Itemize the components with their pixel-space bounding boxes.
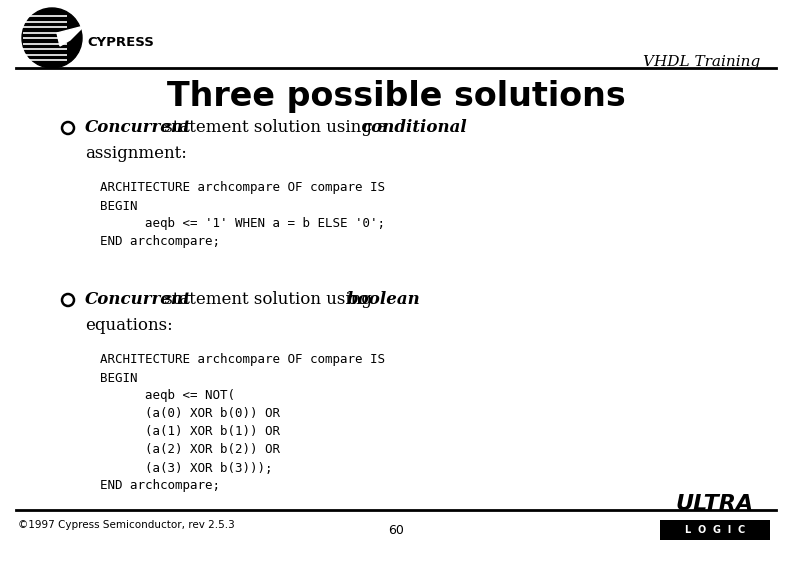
Text: (a(2) XOR b(2)) OR: (a(2) XOR b(2)) OR [100,443,280,456]
Text: ARCHITECTURE archcompare OF compare IS: ARCHITECTURE archcompare OF compare IS [100,182,385,194]
Text: (a(0) XOR b(0)) OR: (a(0) XOR b(0)) OR [100,407,280,420]
Text: BEGIN: BEGIN [100,200,138,212]
Text: BEGIN: BEGIN [100,371,138,384]
Text: (a(1) XOR b(1)) OR: (a(1) XOR b(1)) OR [100,425,280,438]
Text: ARCHITECTURE archcompare OF compare IS: ARCHITECTURE archcompare OF compare IS [100,353,385,366]
Text: Concurrent: Concurrent [85,292,192,309]
Text: ©1997 Cypress Semiconductor, rev 2.5.3: ©1997 Cypress Semiconductor, rev 2.5.3 [18,520,234,530]
Text: END archcompare;: END archcompare; [100,235,220,248]
Text: Concurrent: Concurrent [85,120,192,137]
Text: statement solution using: statement solution using [159,292,378,309]
Text: VHDL Training: VHDL Training [643,55,760,69]
Text: conditional: conditional [361,120,466,137]
Text: assignment:: assignment: [85,146,187,162]
Text: ULTRA: ULTRA [676,494,754,514]
Text: equations:: equations: [85,318,173,334]
Circle shape [22,8,82,68]
Text: END archcompare;: END archcompare; [100,479,220,492]
Text: CYPRESS: CYPRESS [87,37,154,49]
Text: boolean: boolean [347,292,421,309]
Text: aeqb <= '1' WHEN a = b ELSE '0';: aeqb <= '1' WHEN a = b ELSE '0'; [100,217,385,230]
Text: L  O  G  I  C: L O G I C [685,525,745,535]
Text: aeqb <= NOT(: aeqb <= NOT( [100,389,235,402]
Polygon shape [57,26,84,46]
Text: (a(3) XOR b(3)));: (a(3) XOR b(3))); [100,461,272,474]
FancyBboxPatch shape [660,520,770,540]
Text: statement solution using a: statement solution using a [159,120,393,137]
Text: Three possible solutions: Three possible solutions [166,80,626,113]
Text: 60: 60 [388,523,404,537]
